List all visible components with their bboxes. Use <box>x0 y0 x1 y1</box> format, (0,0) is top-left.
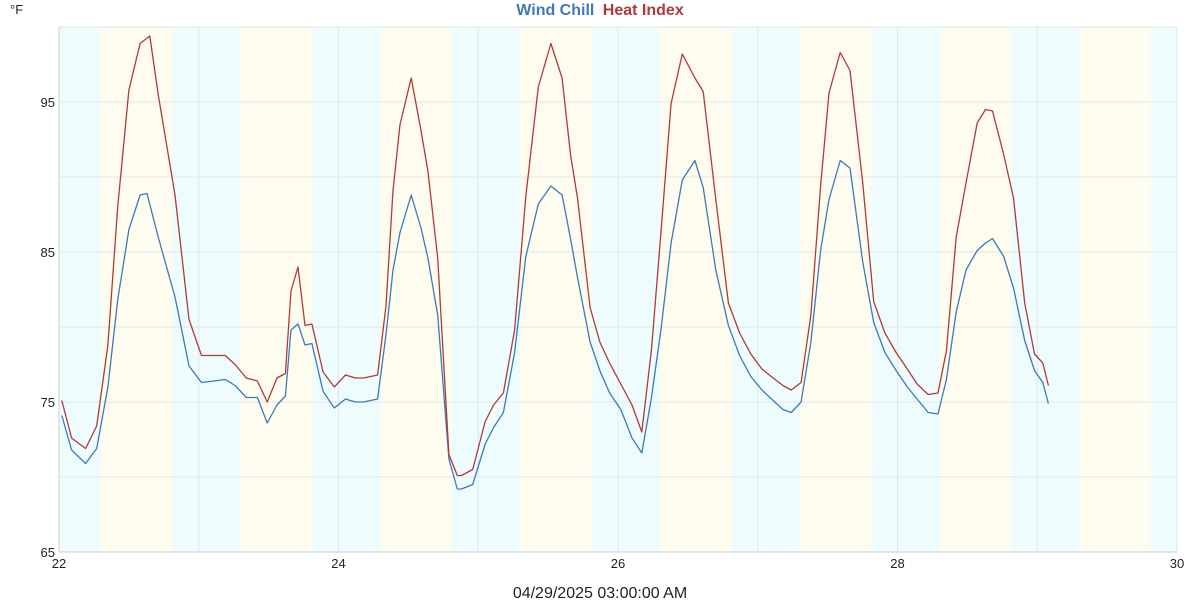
y-unit-label: °F <box>10 2 23 17</box>
heat-index-line <box>61 35 1050 477</box>
y-tick-label: 85 <box>41 245 55 260</box>
legend-wind-chill: Wind Chill <box>516 2 594 19</box>
day-band <box>939 27 1011 552</box>
day-band <box>1079 27 1151 552</box>
series-lines <box>61 35 1050 490</box>
x-tick-labels: 22 24 26 28 30 <box>52 556 1184 571</box>
y-tick-labels: 65 75 85 95 <box>41 95 55 560</box>
x-tick-label: 30 <box>1170 556 1184 571</box>
x-tick-label: 26 <box>611 556 625 571</box>
x-axis-label: 04/29/2025 03:00:00 AM <box>513 585 687 600</box>
x-tick-label: 22 <box>52 556 66 571</box>
legend-heat-index: Heat Index <box>603 2 684 19</box>
day-band <box>100 27 173 552</box>
x-tick-label: 28 <box>890 556 904 571</box>
wind-chill-line <box>61 159 1050 490</box>
day-band <box>659 27 732 552</box>
day-band <box>520 27 592 552</box>
y-tick-label: 65 <box>41 545 55 560</box>
day-band <box>799 27 871 552</box>
y-tick-label: 75 <box>41 395 55 410</box>
y-tick-label: 95 <box>41 95 55 110</box>
chart-title: Wind Chill Heat Index <box>516 2 684 19</box>
x-tick-label: 24 <box>331 556 345 571</box>
